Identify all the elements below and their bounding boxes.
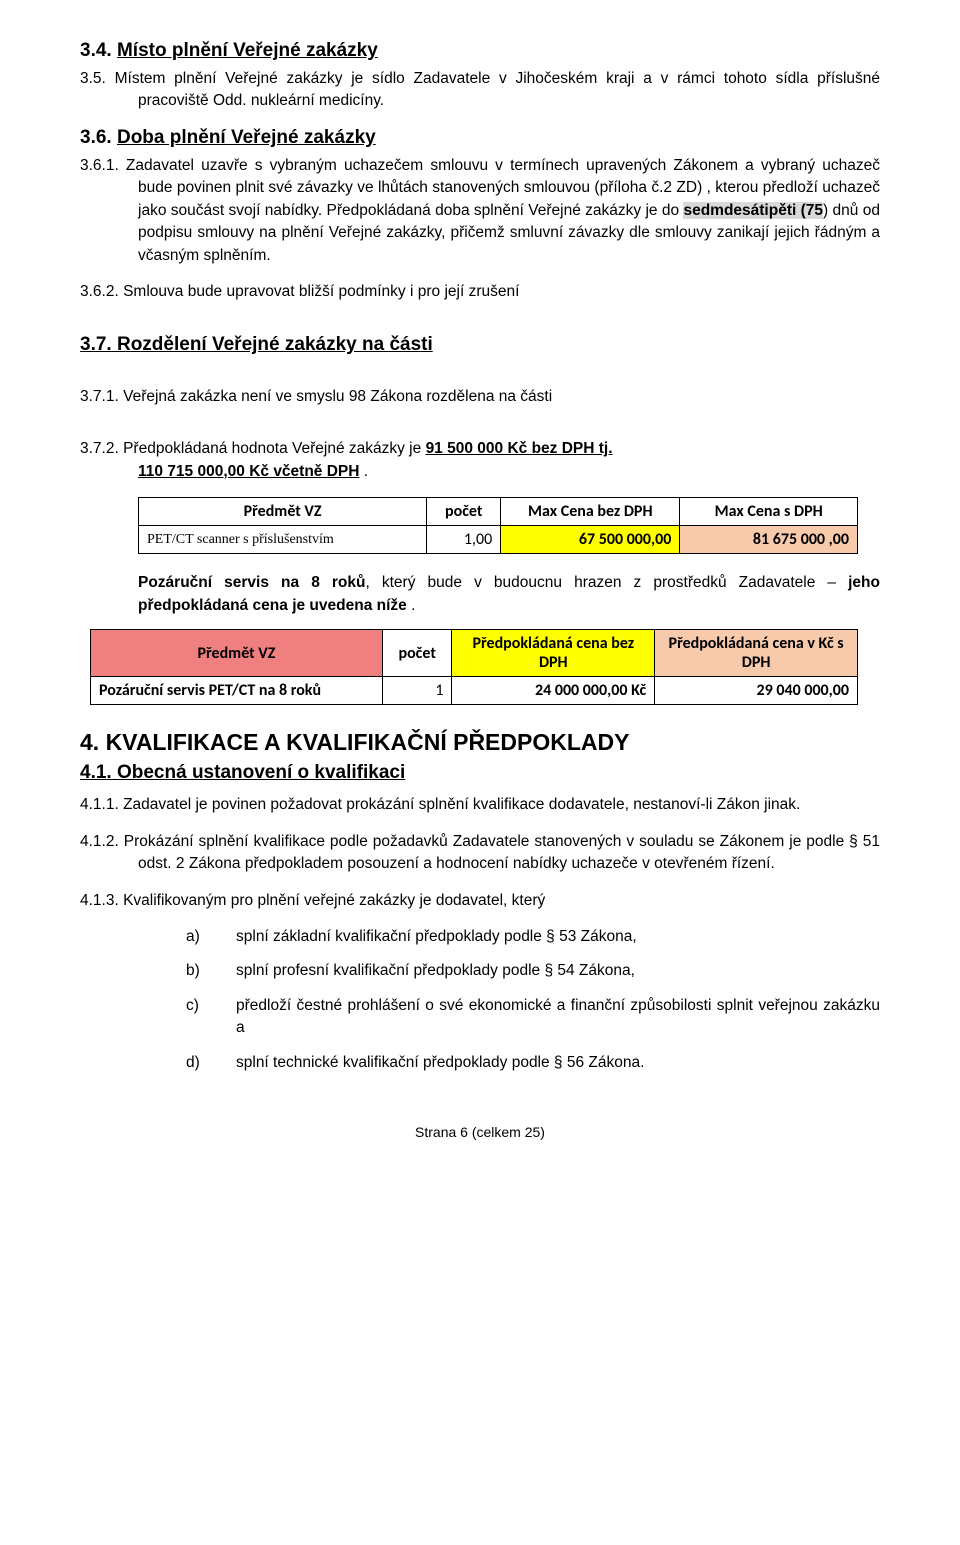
list-item-a: a)splní základní kvalifikační předpoklad… bbox=[80, 926, 880, 948]
letter: d) bbox=[186, 1052, 236, 1074]
highlight: sedmdesátipěti (75 bbox=[683, 202, 823, 219]
table-header-row: Předmět VZ počet Předpokládaná cena bez … bbox=[91, 630, 858, 677]
heading-3-4: 3.4. Místo plnění Veřejné zakázky bbox=[80, 40, 880, 62]
amount-2: 110 715 000,00 Kč včetně DPH bbox=[138, 463, 359, 480]
letter: a) bbox=[186, 926, 236, 948]
cell-with-vat: 29 040 000,00 bbox=[655, 677, 858, 705]
heading-text: Rozdělení Veřejné zakázky na části bbox=[117, 334, 433, 355]
letter: b) bbox=[186, 960, 236, 982]
heading-text: Doba plnění Veřejné zakázky bbox=[117, 127, 376, 148]
heading-text: Místo plnění Veřejné zakázky bbox=[117, 40, 378, 61]
cell-count: 1,00 bbox=[427, 526, 501, 554]
letter: c) bbox=[186, 995, 236, 1017]
col-count: počet bbox=[427, 498, 501, 526]
text: předloží čestné prohlášení o své ekonomi… bbox=[236, 997, 880, 1036]
list-item-b: b)splní profesní kvalifikační předpoklad… bbox=[80, 960, 880, 982]
heading-3-7: 3.7. Rozdělení Veřejné zakázky na části bbox=[80, 334, 880, 356]
para-4-1-2: 4.1.2. Prokázání splnění kvalifikace pod… bbox=[80, 831, 880, 876]
page-footer: Strana 6 (celkem 25) bbox=[80, 1124, 880, 1140]
para-4-1-3: 4.1.3. Kvalifikovaným pro plnění veřejné… bbox=[80, 890, 880, 912]
table-header-row: Předmět VZ počet Max Cena bez DPH Max Ce… bbox=[139, 498, 858, 526]
heading-num: 3.7. bbox=[80, 334, 112, 355]
text: 3.7.2. Předpokládaná hodnota Veřejné zak… bbox=[80, 440, 426, 457]
cell-subject: Pozáruční servis PET/CT na 8 roků bbox=[91, 677, 383, 705]
cell-with-vat: 81 675 000 ,00 bbox=[680, 526, 858, 554]
table-subject-vz: Předmět VZ počet Max Cena bez DPH Max Ce… bbox=[138, 497, 858, 554]
heading-num: 3.4. bbox=[80, 40, 112, 61]
heading-text: Obecná ustanovení o kvalifikaci bbox=[117, 762, 405, 783]
table-service: Předmět VZ počet Předpokládaná cena bez … bbox=[90, 629, 858, 705]
text: splní základní kvalifikační předpoklady … bbox=[236, 928, 637, 945]
para-service: Pozáruční servis na 8 roků, který bude v… bbox=[80, 572, 880, 617]
cell-without-vat: 67 500 000,00 bbox=[501, 526, 680, 554]
col-count: počet bbox=[382, 630, 451, 677]
text: splní technické kvalifikační předpoklady… bbox=[236, 1054, 644, 1071]
cell-count: 1 bbox=[382, 677, 451, 705]
page: 3.4. Místo plnění Veřejné zakázky 3.5. M… bbox=[0, 0, 960, 1180]
para-3-7-2: 3.7.2. Předpokládaná hodnota Veřejné zak… bbox=[80, 438, 880, 483]
amount-1: 91 500 000 Kč bez DPH tj. bbox=[426, 440, 613, 457]
cell-subject: PET/CT scanner s příslušenstvím bbox=[139, 526, 427, 554]
text: splní profesní kvalifikační předpoklady … bbox=[236, 962, 635, 979]
heading-3-6: 3.6. Doba plnění Veřejné zakázky bbox=[80, 127, 880, 149]
text: , který bude v budoucnu hrazen z prostře… bbox=[365, 574, 848, 591]
para-3-6-2: 3.6.2. Smlouva bude upravovat bližší pod… bbox=[80, 281, 880, 303]
list-item-d: d)splní technické kvalifikační předpokla… bbox=[80, 1052, 880, 1074]
para-3-7-1: 3.7.1. Veřejná zakázka není ve smyslu 98… bbox=[80, 386, 880, 408]
col-without-vat: Předpokládaná cena bez DPH bbox=[452, 630, 655, 677]
para-3-5: 3.5. Místem plnění Veřejné zakázky je sí… bbox=[80, 68, 880, 113]
heading-4-1: 4.1. Obecná ustanovení o kvalifikaci bbox=[80, 762, 880, 784]
heading-4: 4. KVALIFIKACE A KVALIFIKAČNÍ PŘEDPOKLAD… bbox=[80, 729, 880, 756]
col-max-with-vat: Max Cena s DPH bbox=[680, 498, 858, 526]
heading-num: 4.1. bbox=[80, 762, 112, 783]
list-item-c: c)předloží čestné prohlášení o své ekono… bbox=[80, 995, 880, 1040]
text-bold: Pozáruční servis na 8 roků bbox=[138, 574, 365, 591]
table-row: PET/CT scanner s příslušenstvím 1,00 67 … bbox=[139, 526, 858, 554]
col-with-vat: Předpokládaná cena v Kč s DPH bbox=[655, 630, 858, 677]
para-3-6-1: 3.6.1. Zadavatel uzavře s vybraným uchaz… bbox=[80, 155, 880, 267]
text: . bbox=[407, 597, 416, 614]
table-row: Pozáruční servis PET/CT na 8 roků 1 24 0… bbox=[91, 677, 858, 705]
col-subject: Předmět VZ bbox=[91, 630, 383, 677]
cell-without-vat: 24 000 000,00 Kč bbox=[452, 677, 655, 705]
col-subject: Předmět VZ bbox=[139, 498, 427, 526]
text: . bbox=[359, 463, 368, 480]
col-max-without-vat: Max Cena bez DPH bbox=[501, 498, 680, 526]
para-4-1-1: 4.1.1. Zadavatel je povinen požadovat pr… bbox=[80, 794, 880, 816]
heading-num: 3.6. bbox=[80, 127, 112, 148]
